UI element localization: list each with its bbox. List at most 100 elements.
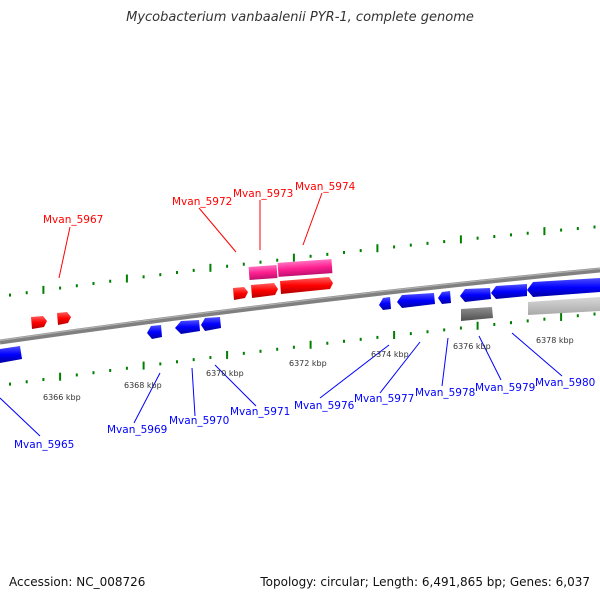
minor-tick [292, 345, 295, 349]
gene-reverse[interactable] [201, 317, 221, 331]
gene-reverse[interactable] [379, 297, 391, 310]
forward-leader-lines [58, 192, 323, 279]
minor-tick [142, 275, 145, 279]
minor-tick [42, 377, 45, 381]
minor-tick [9, 293, 11, 297]
minor-tick [343, 339, 345, 343]
gene-label[interactable]: Mvan_5972 [172, 196, 232, 208]
scale-label: 6372 kbp [289, 359, 327, 368]
minor-tick [259, 260, 262, 264]
gene-reverse[interactable] [491, 284, 527, 299]
scale-label: 6374 kbp [371, 350, 409, 359]
minor-tick [259, 349, 262, 353]
minor-tick [376, 335, 379, 339]
minor-tick [526, 231, 529, 235]
gene-label[interactable]: Mvan_5967 [43, 214, 103, 226]
major-tick [125, 274, 128, 283]
gene-forward[interactable] [251, 283, 278, 298]
major-tick [560, 312, 563, 321]
minor-tick [192, 268, 195, 272]
gene-label[interactable]: Mvan_5980 [535, 377, 595, 389]
topology-text: Topology: circular; Length: 6,491,865 bp… [260, 575, 590, 589]
gene-forward[interactable] [280, 277, 333, 294]
minor-tick [409, 332, 412, 336]
minor-tick [242, 262, 245, 266]
major-tick [142, 361, 145, 370]
reverse-leader-lines [0, 332, 563, 437]
minor-tick [75, 284, 78, 288]
major-tick [42, 285, 45, 294]
gene-reverse[interactable] [175, 320, 200, 334]
minor-tick [443, 240, 446, 244]
minor-tick [543, 317, 546, 321]
genome-title: Mycobacterium vanbaalenii PYR-1, complet… [126, 10, 474, 25]
minor-tick [443, 328, 446, 332]
gene-other[interactable] [461, 307, 493, 321]
minor-tick [209, 356, 212, 360]
gene-reverse[interactable] [460, 288, 491, 302]
gene-forward[interactable] [277, 259, 333, 277]
minor-tick [493, 322, 496, 326]
minor-tick [510, 321, 512, 325]
minor-tick [593, 225, 596, 229]
scale-label: 6368 kbp [124, 381, 162, 390]
gene-label[interactable]: Mvan_5969 [107, 424, 167, 436]
gene-reverse[interactable] [527, 278, 600, 297]
major-tick [376, 244, 379, 253]
minor-tick [75, 373, 78, 377]
gene-label[interactable]: Mvan_5965 [14, 439, 74, 451]
minor-tick [426, 330, 429, 334]
minor-tick [125, 366, 128, 370]
minor-tick [343, 250, 345, 254]
minor-tick [192, 358, 195, 362]
gene-label[interactable]: Mvan_5976 [294, 400, 355, 412]
minor-tick [576, 227, 579, 231]
minor-tick [476, 236, 479, 240]
minor-tick [159, 362, 162, 366]
gene-label[interactable]: Mvan_5970 [169, 415, 229, 427]
gene-label[interactable]: Mvan_5973 [233, 188, 293, 200]
forward-scale-ticks [9, 225, 596, 297]
major-tick [459, 235, 462, 244]
gene-forward[interactable] [57, 312, 71, 325]
gene-label[interactable]: Mvan_5974 [295, 181, 356, 193]
minor-tick [576, 314, 579, 318]
gene-label[interactable]: Mvan_5979 [475, 382, 535, 394]
minor-tick [59, 286, 62, 290]
minor-tick [326, 341, 329, 345]
minor-tick [493, 235, 496, 239]
minor-tick [326, 252, 329, 256]
minor-tick [176, 271, 178, 275]
minor-tick [109, 279, 112, 283]
gene-forward[interactable] [31, 316, 47, 329]
major-tick [226, 350, 229, 359]
minor-tick [9, 382, 11, 386]
major-tick [393, 331, 396, 340]
gene-reverse[interactable] [397, 293, 435, 308]
gene-other[interactable] [528, 297, 600, 315]
reverse-scale-ticks [9, 312, 596, 386]
gene-label[interactable]: Mvan_5978 [415, 387, 475, 399]
accession-text: Accession: NC_008726 [9, 575, 146, 589]
minor-tick [309, 254, 312, 258]
minor-tick [593, 312, 596, 316]
backbone-highlight [0, 267, 600, 342]
minor-tick [159, 273, 162, 277]
minor-tick [426, 241, 429, 245]
minor-tick [359, 249, 362, 253]
gene-forward[interactable] [233, 287, 248, 300]
scale-label: 6378 kbp [536, 336, 574, 345]
gene-label[interactable]: Mvan_5971 [230, 406, 290, 418]
minor-tick [276, 258, 279, 262]
minor-tick [242, 351, 245, 355]
scale-label: 6370 kbp [206, 369, 244, 378]
gene-reverse[interactable] [0, 346, 22, 363]
gene-reverse[interactable] [438, 291, 451, 304]
minor-tick [409, 243, 412, 247]
gene-reverse[interactable] [147, 325, 162, 339]
major-tick [309, 340, 312, 349]
gene-label[interactable]: Mvan_5977 [354, 393, 414, 405]
minor-tick [560, 228, 563, 232]
gene-forward[interactable] [248, 265, 278, 280]
